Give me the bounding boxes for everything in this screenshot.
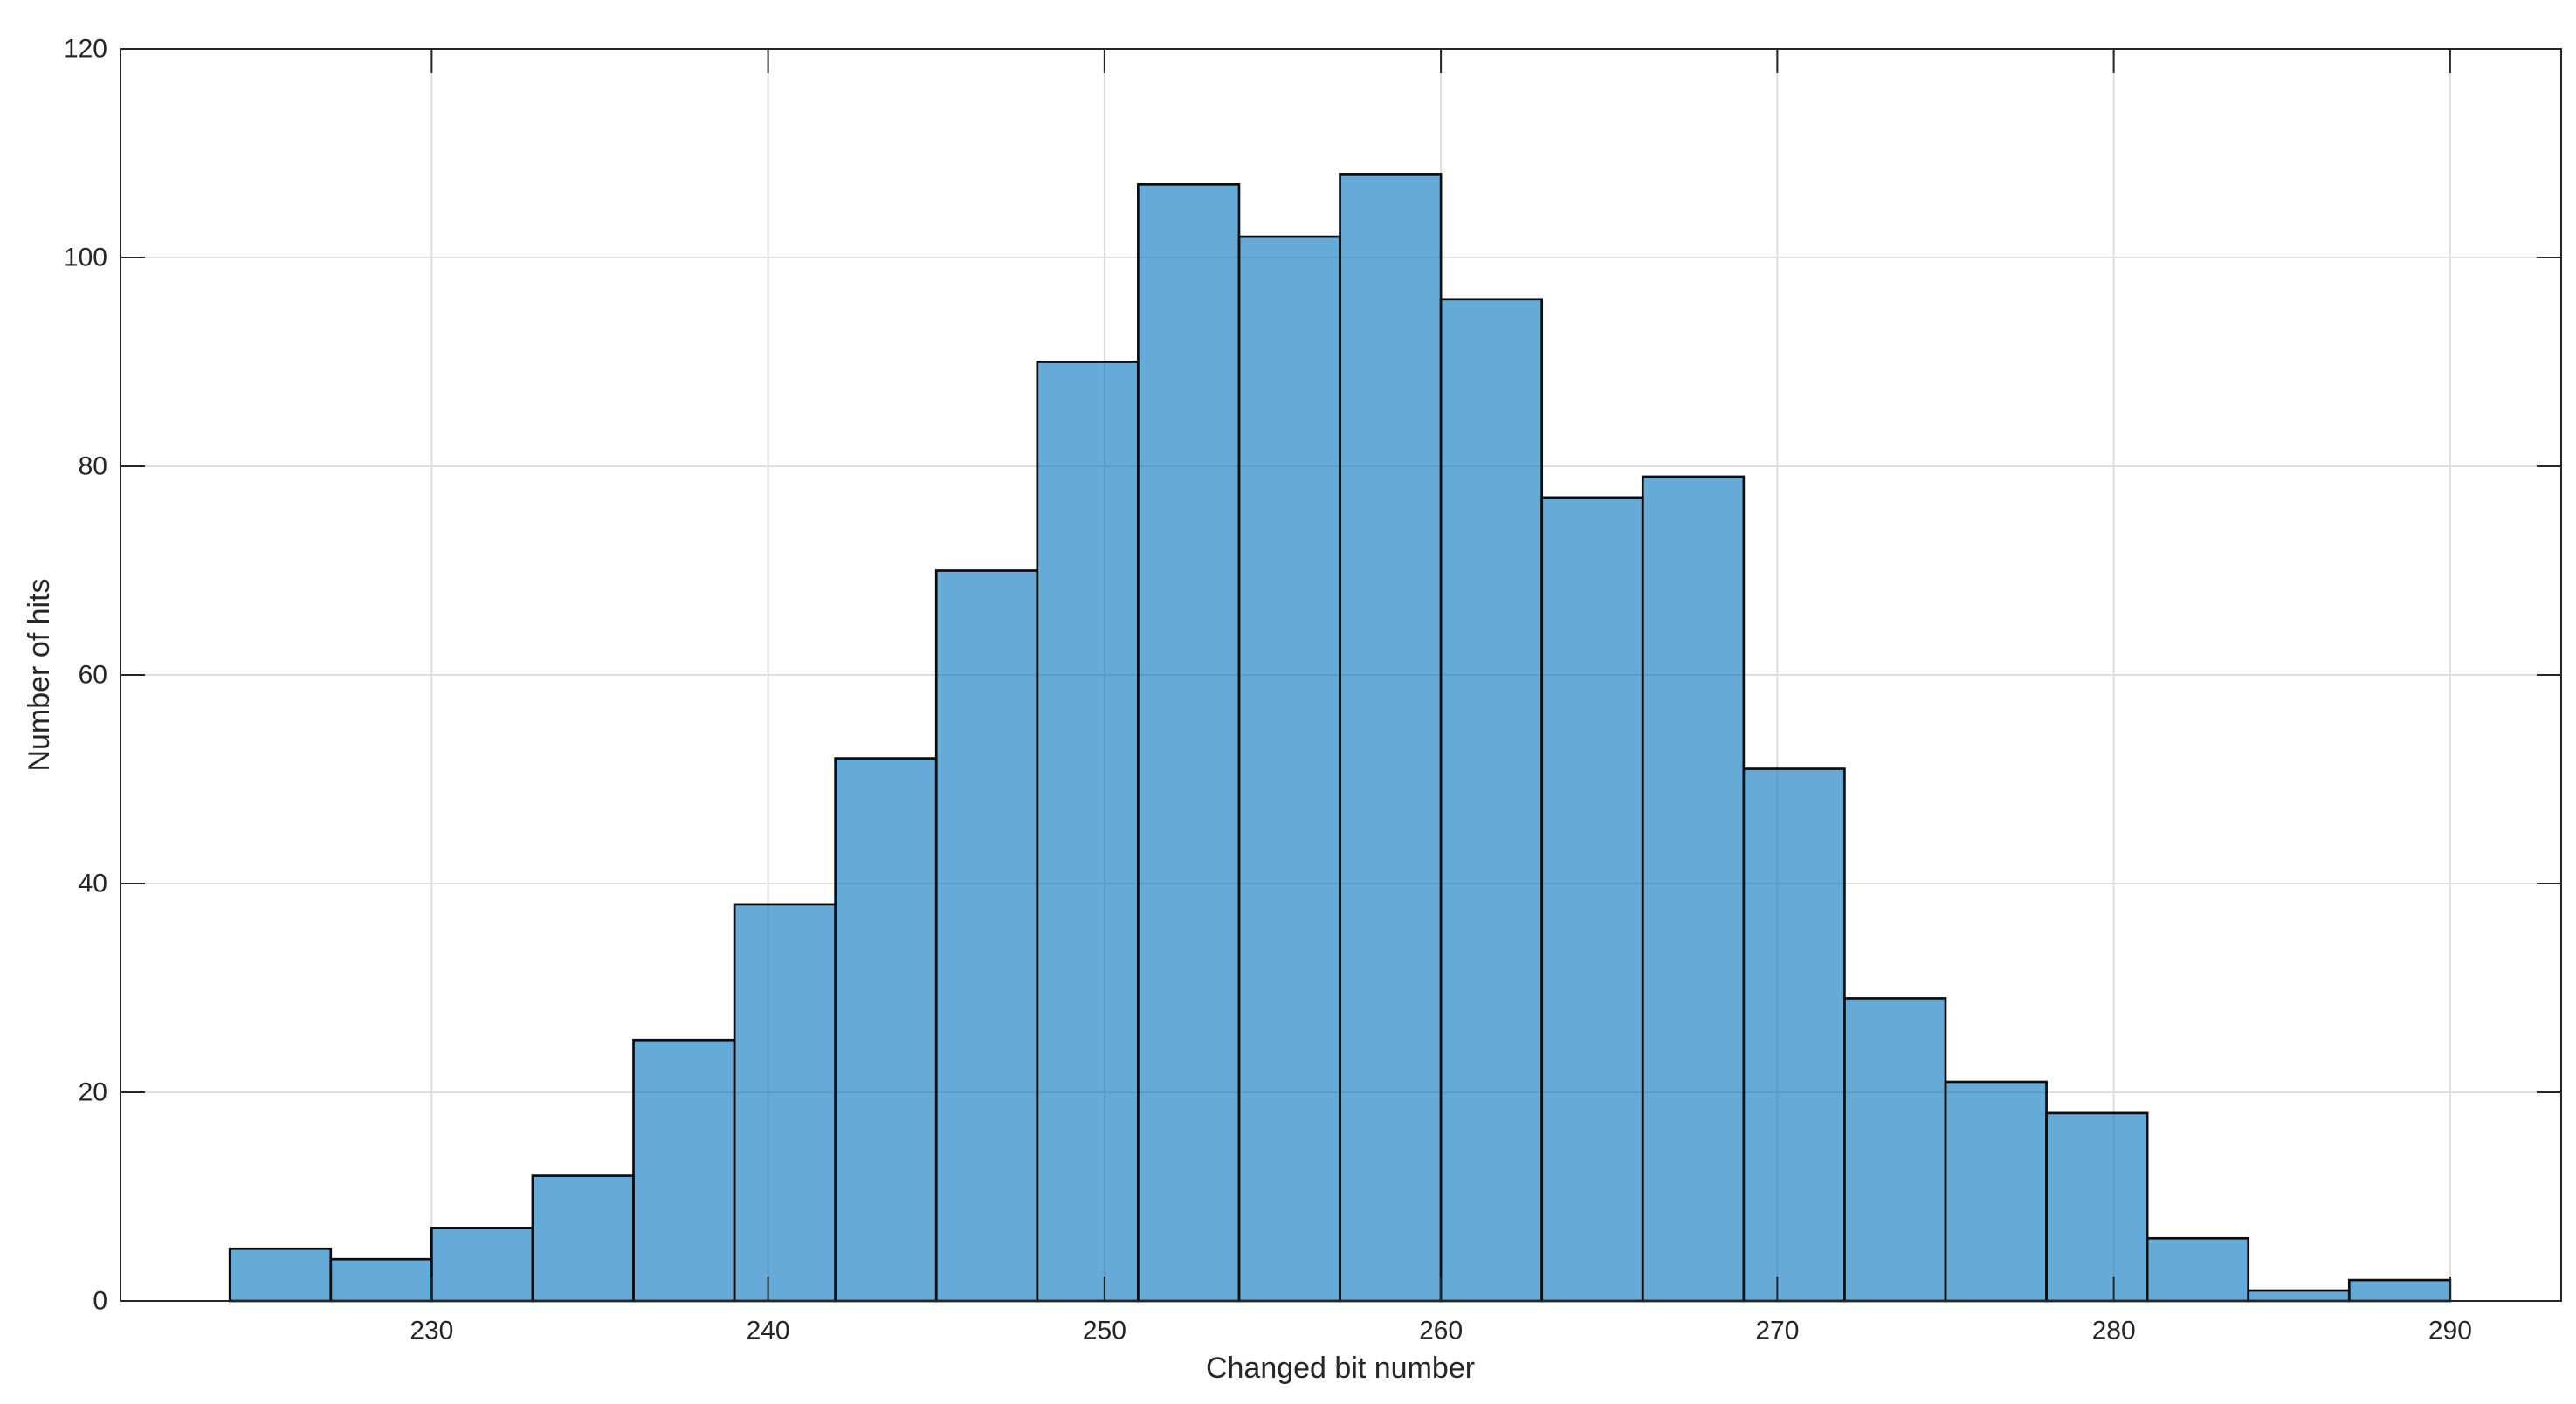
x-tick-label: 290: [2428, 1317, 2472, 1346]
y-tick-label: 40: [79, 870, 107, 898]
y-tick-label: 100: [64, 244, 107, 272]
histogram-bar: [733, 903, 837, 1303]
x-tick-labels: 230 240 250 260 270 280 290: [410, 1317, 2472, 1346]
histogram-bar: [1439, 298, 1544, 1303]
x-axis-label: Changed bit number: [1206, 1352, 1475, 1385]
histogram-bar: [1742, 767, 1846, 1303]
histogram-bar: [329, 1257, 433, 1303]
histogram-bar: [1137, 183, 1241, 1303]
x-tick-label: 260: [1419, 1317, 1463, 1346]
histogram-bar: [531, 1174, 635, 1303]
histogram-bar: [1641, 475, 1746, 1303]
histogram-bar: [2247, 1289, 2351, 1303]
histogram-bar: [1339, 173, 1443, 1303]
x-tick-label: 240: [747, 1317, 790, 1346]
histogram-bar: [1540, 496, 1644, 1303]
histogram-bar: [1843, 997, 1947, 1303]
histogram-bar: [2347, 1278, 2452, 1303]
histogram-bar: [1036, 361, 1140, 1303]
y-tick-label: 20: [79, 1078, 107, 1107]
y-tick-label: 60: [79, 661, 107, 690]
axes-box: [120, 48, 2562, 1302]
y-tick-label: 80: [79, 452, 107, 481]
y-tick-labels: 0 20 40 60 80 100 120: [64, 35, 107, 1316]
y-tick-label: 120: [64, 35, 107, 64]
y-axis-label: Number of hits: [23, 578, 56, 771]
histogram-bars: [228, 173, 2452, 1303]
x-tick-label: 250: [1083, 1317, 1126, 1346]
histogram-bar: [632, 1038, 736, 1303]
histogram-bar: [1237, 235, 1341, 1303]
y-tick-label: 0: [93, 1287, 107, 1316]
histogram-bar: [934, 569, 1039, 1303]
histogram-bar: [834, 757, 938, 1303]
histogram-bar: [2045, 1112, 2149, 1303]
histogram-bar: [2146, 1236, 2250, 1303]
x-tick-label: 230: [410, 1317, 453, 1346]
histogram-bar: [430, 1226, 534, 1303]
histogram-bar: [228, 1247, 333, 1303]
x-tick-label: 270: [1755, 1317, 1799, 1346]
x-tick-label: 280: [2092, 1317, 2136, 1346]
histogram-bar: [1944, 1080, 2048, 1303]
